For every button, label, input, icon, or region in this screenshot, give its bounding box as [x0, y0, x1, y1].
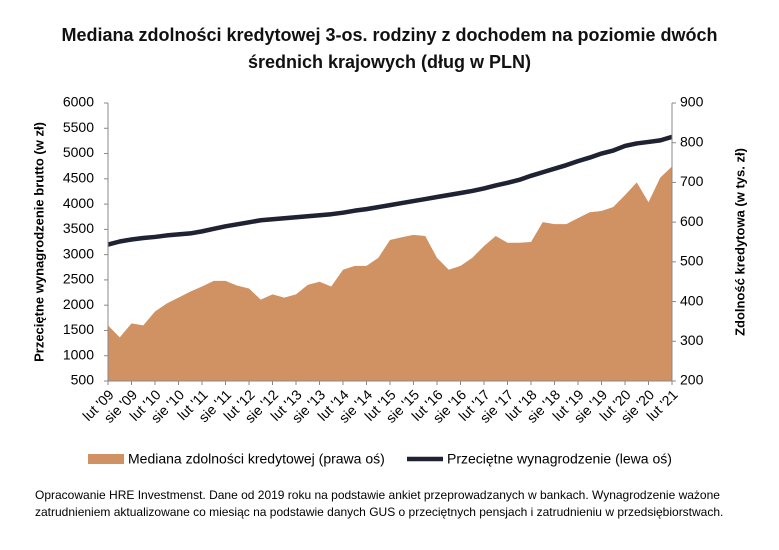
y2-tick-label: 400	[680, 292, 704, 308]
y-tick-label: 2500	[63, 271, 94, 287]
line	[107, 134, 673, 247]
y-tick-label: 6000	[63, 94, 94, 110]
y-tick-label: 3500	[63, 220, 94, 236]
y2-tick-label: 200	[680, 372, 704, 388]
area	[108, 166, 672, 381]
y-tick-label: 5500	[63, 119, 94, 135]
y2-tick-label: 900	[680, 94, 704, 110]
y-tick-label: 3000	[63, 245, 94, 261]
y2-tick-label: 600	[680, 213, 704, 229]
legend-label: Przeciętne wynagrodzenie (lewa oś)	[447, 451, 672, 467]
legend-label: Mediana zdolności kredytowej (prawa oś)	[128, 451, 385, 467]
y2-tick-label: 700	[680, 173, 704, 189]
y2-tick-label: 800	[680, 133, 704, 149]
y-tick-label: 500	[71, 372, 95, 388]
y-tick-label: 2000	[63, 296, 94, 312]
y2-tick-label: 500	[680, 253, 704, 269]
chart-title: Mediana zdolności kredytowej 3-os. rodzi…	[61, 25, 718, 72]
y-tick-label: 1500	[63, 321, 94, 337]
y2-tick-label: 300	[680, 332, 704, 348]
y2-axis-title: Zdolność kredytowa (w tys. zł)	[732, 148, 747, 336]
y-tick-label: 1000	[63, 346, 94, 362]
legend-swatch	[88, 454, 124, 464]
y-tick-label: 5000	[63, 144, 94, 160]
footnote: Opracowanie HRE Investmenst. Dane od 201…	[35, 488, 724, 519]
y-axis-title: Przeciętne wynagrodzenie brutto (w zł)	[31, 122, 46, 362]
y-tick-label: 4500	[63, 170, 94, 186]
y-tick-label: 4000	[63, 195, 94, 211]
